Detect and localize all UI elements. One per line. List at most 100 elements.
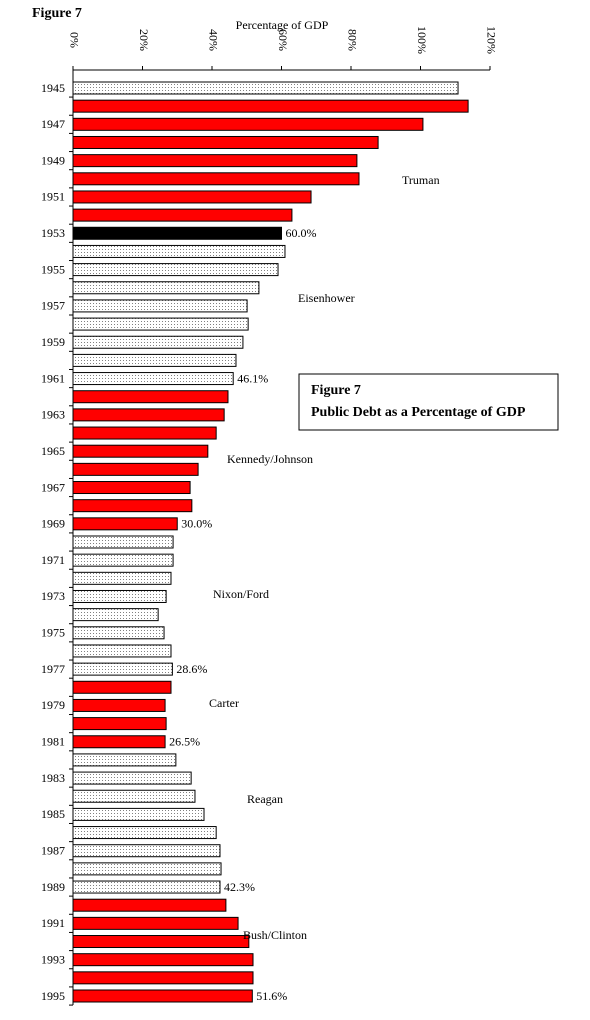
bar <box>72 989 253 1003</box>
bar <box>72 481 191 495</box>
bar <box>72 372 234 386</box>
bar <box>72 499 193 513</box>
bar <box>72 789 196 803</box>
y-tick-label: 1995 <box>41 989 65 1003</box>
bar <box>72 608 159 622</box>
value-label: 30.0% <box>181 517 212 531</box>
bar <box>72 771 192 785</box>
y-tick-label: 1993 <box>41 952 65 966</box>
value-label: 60.0% <box>286 226 317 240</box>
bar <box>72 698 166 712</box>
axis-title: Percentage of GDP <box>236 18 329 32</box>
x-tick-label: 120% <box>484 26 498 54</box>
bar <box>72 826 217 840</box>
y-tick-label: 1989 <box>41 880 65 894</box>
bar <box>72 680 172 694</box>
y-tick-label: 1951 <box>41 190 65 204</box>
bar <box>72 571 172 585</box>
bar <box>72 208 293 222</box>
title-box <box>298 373 559 431</box>
bar <box>72 317 249 331</box>
annotation: Kennedy/Johnson <box>227 452 313 466</box>
y-tick-label: 1979 <box>41 698 65 712</box>
y-tick-label: 1969 <box>41 517 65 531</box>
figure-label: Figure 7 <box>32 6 82 21</box>
bar <box>72 953 254 967</box>
bar <box>72 935 250 949</box>
bar <box>72 644 172 658</box>
bar <box>72 753 177 767</box>
y-tick-label: 1955 <box>41 262 65 276</box>
y-tick-label: 1985 <box>41 807 65 821</box>
y-tick-label: 1959 <box>41 335 65 349</box>
bar <box>72 408 225 422</box>
bar <box>72 444 209 458</box>
value-label: 26.5% <box>169 735 200 749</box>
x-tick-label: 80% <box>345 29 359 51</box>
bar <box>72 844 221 858</box>
value-label: 42.3% <box>224 880 255 894</box>
y-tick-label: 1977 <box>41 662 65 676</box>
y-tick-label: 1975 <box>41 626 65 640</box>
x-tick-label: 20% <box>137 29 151 51</box>
bar <box>72 735 166 749</box>
box-label: Figure 7 <box>311 383 361 398</box>
bar <box>72 662 173 676</box>
bar <box>72 589 167 603</box>
bar <box>72 353 237 367</box>
chart-title: Public Debt as a Percentage of GDP <box>311 405 526 420</box>
y-tick-label: 1971 <box>41 553 65 567</box>
bar <box>72 154 358 168</box>
bar <box>72 390 229 404</box>
bar <box>72 535 174 549</box>
bar <box>72 971 254 985</box>
y-tick-label: 1945 <box>41 81 65 95</box>
bar <box>72 462 199 476</box>
y-tick-label: 1965 <box>41 444 65 458</box>
bar <box>72 862 222 876</box>
y-tick-label: 1961 <box>41 371 65 385</box>
y-tick-label: 1987 <box>41 843 65 857</box>
value-label: 51.6% <box>256 989 287 1003</box>
bar <box>72 299 248 313</box>
bar <box>72 172 360 186</box>
x-tick-label: 0% <box>67 32 81 48</box>
bar <box>72 263 279 277</box>
bar <box>72 335 244 349</box>
bar <box>72 244 286 258</box>
y-tick-label: 1953 <box>41 226 65 240</box>
bar <box>72 426 217 440</box>
bar <box>72 117 424 131</box>
y-tick-label: 1957 <box>41 299 65 313</box>
annotation: Reagan <box>247 792 283 806</box>
x-tick-label: 60% <box>276 29 290 51</box>
y-tick-label: 1991 <box>41 916 65 930</box>
bar <box>72 517 178 531</box>
bar <box>72 807 205 821</box>
y-tick-label: 1947 <box>41 117 65 131</box>
annotation: Eisenhower <box>298 291 355 305</box>
y-tick-label: 1973 <box>41 589 65 603</box>
bar <box>72 626 165 640</box>
y-tick-label: 1967 <box>41 480 65 494</box>
x-tick-label: 100% <box>415 26 429 54</box>
bar <box>72 81 459 95</box>
y-tick-label: 1949 <box>41 153 65 167</box>
bar <box>72 553 174 567</box>
annotation: Nixon/Ford <box>213 587 269 601</box>
y-tick-label: 1983 <box>41 771 65 785</box>
bar <box>72 99 469 113</box>
bar <box>72 135 379 149</box>
bar <box>72 190 312 204</box>
annotation: Bush/Clinton <box>243 928 307 942</box>
annotation: Truman <box>402 173 440 187</box>
bar <box>72 916 239 930</box>
value-label: 28.6% <box>176 662 207 676</box>
x-tick-label: 40% <box>206 29 220 51</box>
bar <box>72 898 227 912</box>
y-tick-label: 1963 <box>41 408 65 422</box>
bar <box>72 717 167 731</box>
y-tick-label: 1981 <box>41 735 65 749</box>
annotation: Carter <box>209 696 239 710</box>
